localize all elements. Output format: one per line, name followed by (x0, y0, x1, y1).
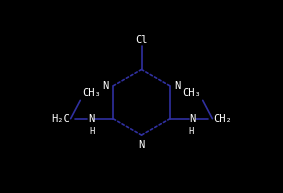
Text: CH₃: CH₃ (182, 88, 201, 98)
Text: H: H (89, 127, 95, 136)
Text: N: N (174, 81, 180, 91)
Text: CH₂: CH₂ (213, 114, 232, 124)
Text: N: N (138, 140, 145, 150)
Text: N: N (103, 81, 109, 91)
Text: H₂C: H₂C (51, 114, 70, 124)
Text: N: N (88, 114, 94, 124)
Text: H: H (188, 127, 194, 136)
Text: Cl: Cl (135, 35, 148, 45)
Text: CH₃: CH₃ (82, 88, 101, 98)
Text: N: N (189, 114, 195, 124)
